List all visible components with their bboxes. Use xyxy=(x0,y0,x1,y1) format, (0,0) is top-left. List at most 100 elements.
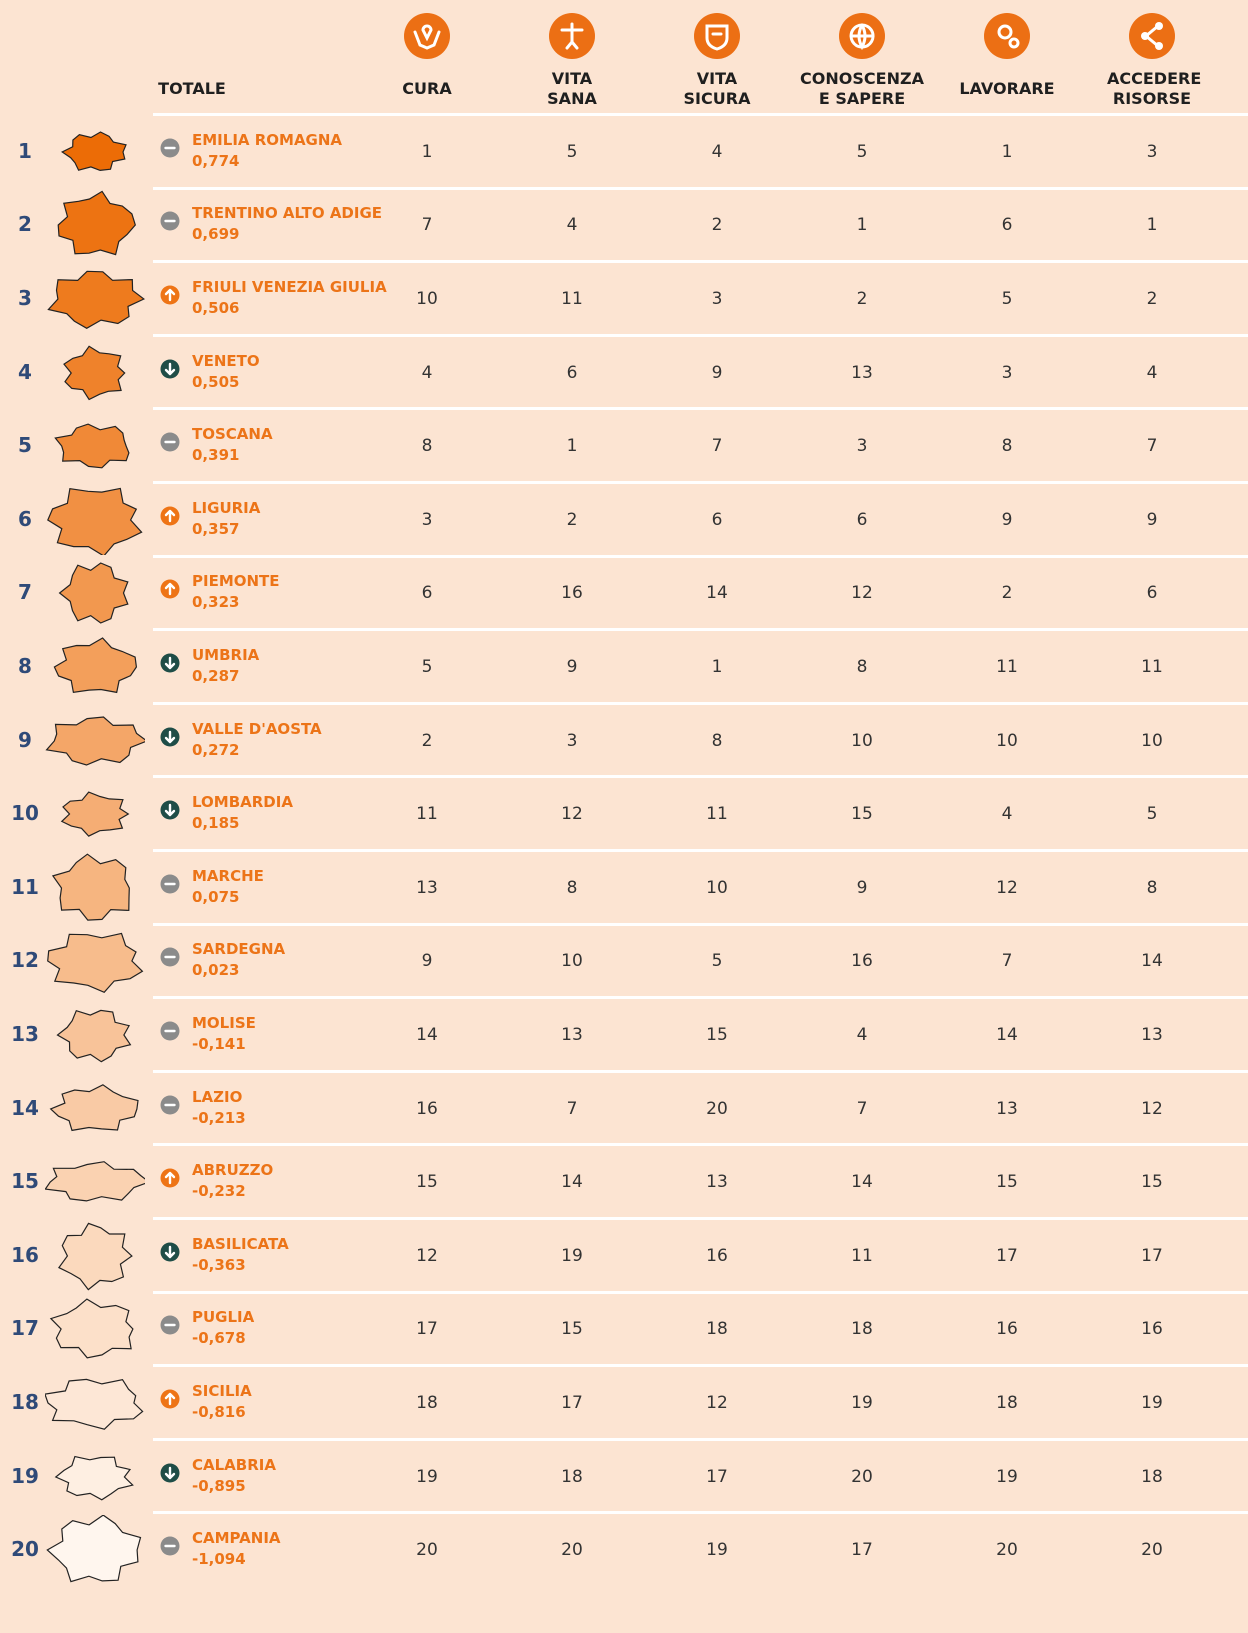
category-icon xyxy=(1129,13,1175,59)
region-name: LOMBARDIA 0,185 xyxy=(192,792,392,834)
category-rank: 2 xyxy=(1146,289,1158,309)
region-name: TRENTINO ALTO ADIGE 0,699 xyxy=(192,203,392,245)
header-column: LAVORARE xyxy=(959,79,1055,98)
category-rank: 16 xyxy=(416,1098,438,1119)
category-rank: 10 xyxy=(561,951,583,972)
region-name: MARCHE 0,075 xyxy=(192,866,392,908)
trend-icon xyxy=(160,285,180,305)
category-rank: 1 xyxy=(856,215,868,236)
category-rank: 18 xyxy=(561,1466,583,1487)
category-rank: 11 xyxy=(561,289,583,309)
region-score: 0,506 xyxy=(192,299,240,317)
rank-number: 18 xyxy=(11,1390,39,1414)
category-rank: 3 xyxy=(856,436,868,457)
region-map xyxy=(47,933,144,994)
region-score: 0,357 xyxy=(192,519,240,538)
trend-icon xyxy=(160,359,180,379)
category-rank: 17 xyxy=(706,1466,728,1487)
row-separator xyxy=(153,996,1248,1000)
category-rank: 11 xyxy=(706,804,728,825)
trend-icon xyxy=(160,1463,180,1483)
category-rank: 19 xyxy=(851,1393,873,1413)
header-total: TOTALE xyxy=(158,79,226,98)
region-name: PUGLIA -0,678 xyxy=(192,1307,392,1349)
category-rank: 2 xyxy=(711,215,723,236)
rank-number: 8 xyxy=(18,654,32,678)
region-map xyxy=(54,423,130,469)
region-score: 0,391 xyxy=(192,446,240,465)
category-rank: 8 xyxy=(421,436,433,457)
category-rank: 14 xyxy=(851,1172,873,1193)
region-map xyxy=(58,562,129,625)
region-map xyxy=(53,637,138,694)
category-rank: 17 xyxy=(996,1245,1018,1266)
category-rank: 3 xyxy=(711,289,723,309)
region-score: -0,213 xyxy=(192,1108,246,1127)
category-rank: 19 xyxy=(996,1466,1018,1487)
category-rank: 5 xyxy=(421,657,433,677)
category-rank: 13 xyxy=(1141,1025,1163,1045)
category-rank: 5 xyxy=(856,141,868,162)
row-separator xyxy=(153,554,1248,558)
category-rank: 7 xyxy=(856,1098,868,1119)
row-separator xyxy=(153,407,1248,411)
category-rank: 12 xyxy=(851,583,873,604)
region-score: -0,816 xyxy=(192,1403,246,1421)
category-rank: 18 xyxy=(851,1319,873,1340)
region-name: PIEMONTE 0,323 xyxy=(192,571,392,613)
category-rank: 19 xyxy=(561,1245,583,1266)
category-rank: 7 xyxy=(566,1098,578,1119)
region-map xyxy=(49,1083,139,1131)
category-rank: 12 xyxy=(561,804,583,825)
region-score: 0,699 xyxy=(192,225,240,244)
region-name: SARDEGNA 0,023 xyxy=(192,939,392,981)
row-separator xyxy=(153,260,1248,264)
region-label: CAMPANIA xyxy=(192,1529,281,1548)
region-name: ABRUZZO -0,232 xyxy=(192,1160,392,1202)
row-separator xyxy=(153,922,1248,926)
category-rank: 17 xyxy=(416,1319,438,1340)
category-rank: 4 xyxy=(1146,362,1158,383)
category-rank: 20 xyxy=(1141,1540,1163,1561)
rank-number: 16 xyxy=(11,1242,39,1267)
rank-number: 4 xyxy=(18,359,32,384)
category-rank: 20 xyxy=(561,1540,583,1561)
region-score: 0,023 xyxy=(192,961,240,980)
category-rank: 15 xyxy=(851,804,873,825)
region-map xyxy=(45,715,145,766)
region-label: TOSCANA xyxy=(192,425,273,444)
header-column: VITA SICURA xyxy=(683,69,751,108)
category-rank: 16 xyxy=(706,1245,728,1266)
rank-number: 19 xyxy=(11,1463,39,1488)
category-rank: 6 xyxy=(856,509,868,530)
trend-icon xyxy=(160,1095,180,1115)
region-label: UMBRIA xyxy=(192,646,260,664)
category-icon xyxy=(404,13,450,59)
category-rank: 18 xyxy=(416,1393,438,1413)
category-rank: 1 xyxy=(421,141,433,162)
header-column: ACCEDERE RISORSE xyxy=(1107,69,1202,108)
region-label: LAZIO xyxy=(192,1087,243,1106)
category-rank: 12 xyxy=(1141,1098,1163,1119)
category-rank: 8 xyxy=(711,730,723,751)
region-score: 0,505 xyxy=(192,372,240,391)
row-separator xyxy=(153,113,1248,116)
trend-icon xyxy=(160,653,180,673)
rank-number: 20 xyxy=(11,1537,39,1562)
category-rank: 7 xyxy=(421,215,433,236)
category-rank: 9 xyxy=(1146,509,1158,530)
trend-icon xyxy=(160,1168,180,1188)
row-separator xyxy=(153,1217,1248,1220)
region-map xyxy=(45,1378,144,1430)
category-rank: 16 xyxy=(1141,1319,1163,1340)
category-rank: 9 xyxy=(421,951,433,972)
row-separator xyxy=(153,1290,1248,1294)
category-rank: 15 xyxy=(996,1172,1018,1193)
row-separator xyxy=(153,1364,1248,1368)
category-rank: 15 xyxy=(1141,1172,1163,1193)
region-name: BASILICATA -0,363 xyxy=(192,1234,392,1276)
category-rank: 6 xyxy=(1146,583,1158,604)
rank-number: 13 xyxy=(11,1022,39,1046)
region-score: 0,287 xyxy=(192,667,240,685)
category-rank: 13 xyxy=(851,362,873,383)
